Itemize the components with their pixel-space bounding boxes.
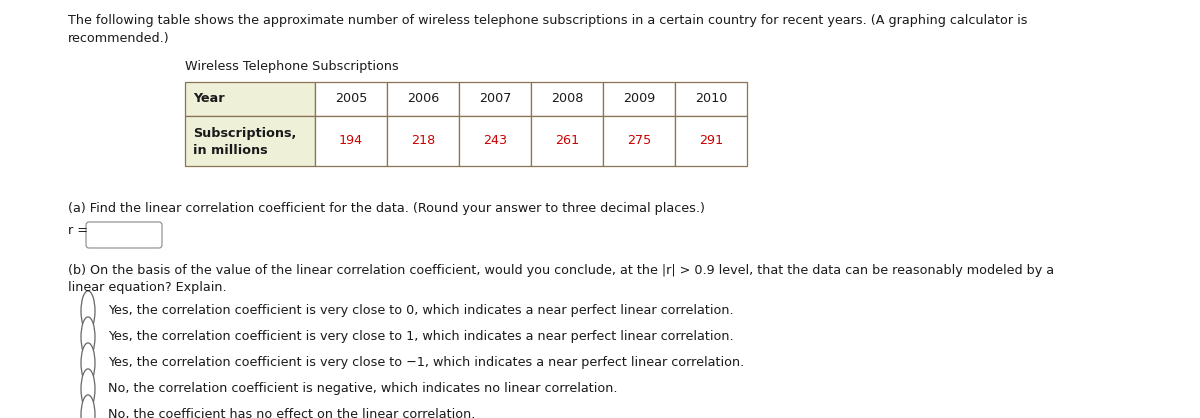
- Text: No, the correlation coefficient is negative, which indicates no linear correlati: No, the correlation coefficient is negat…: [108, 382, 618, 395]
- Text: 243: 243: [482, 135, 508, 148]
- Text: (b) On the basis of the value of the linear correlation coefficient, would you c: (b) On the basis of the value of the lin…: [68, 264, 1054, 277]
- Bar: [314, 116, 386, 166]
- Text: The following table shows the approximate number of wireless telephone subscript: The following table shows the approximat…: [68, 14, 1027, 27]
- Bar: [458, 82, 530, 116]
- Bar: [604, 82, 674, 116]
- Text: 2005: 2005: [335, 92, 367, 105]
- Text: r =: r =: [68, 224, 88, 237]
- Bar: [386, 82, 458, 116]
- Text: linear equation? Explain.: linear equation? Explain.: [68, 281, 227, 294]
- Bar: [185, 82, 314, 116]
- Bar: [604, 116, 674, 166]
- Text: Yes, the correlation coefficient is very close to 1, which indicates a near perf: Yes, the correlation coefficient is very…: [108, 330, 733, 343]
- Text: (a) Find the linear correlation coefficient for the data. (Round your answer to : (a) Find the linear correlation coeffici…: [68, 202, 704, 215]
- Text: 2009: 2009: [623, 92, 655, 105]
- Text: 2007: 2007: [479, 92, 511, 105]
- FancyBboxPatch shape: [86, 222, 162, 248]
- Text: Subscriptions,: Subscriptions,: [193, 127, 296, 140]
- Ellipse shape: [82, 317, 95, 357]
- Bar: [314, 82, 386, 116]
- Text: 2010: 2010: [695, 92, 727, 105]
- Text: Wireless Telephone Subscriptions: Wireless Telephone Subscriptions: [185, 60, 398, 73]
- Text: 194: 194: [338, 135, 364, 148]
- Text: in millions: in millions: [193, 143, 268, 156]
- Text: 2006: 2006: [407, 92, 439, 105]
- Bar: [185, 116, 314, 166]
- Text: Yes, the correlation coefficient is very close to −1, which indicates a near per: Yes, the correlation coefficient is very…: [108, 356, 744, 369]
- Text: Yes, the correlation coefficient is very close to 0, which indicates a near perf: Yes, the correlation coefficient is very…: [108, 304, 733, 317]
- Bar: [674, 82, 746, 116]
- Ellipse shape: [82, 395, 95, 418]
- Text: 2008: 2008: [551, 92, 583, 105]
- Bar: [386, 116, 458, 166]
- Bar: [674, 116, 746, 166]
- Text: No, the coefficient has no effect on the linear correlation.: No, the coefficient has no effect on the…: [108, 408, 475, 418]
- Ellipse shape: [82, 369, 95, 409]
- Text: recommended.): recommended.): [68, 32, 169, 45]
- Text: 275: 275: [626, 135, 652, 148]
- Bar: [530, 116, 604, 166]
- Text: 218: 218: [410, 135, 436, 148]
- Ellipse shape: [82, 343, 95, 383]
- Bar: [530, 82, 604, 116]
- Text: 261: 261: [554, 135, 580, 148]
- Text: 291: 291: [698, 135, 724, 148]
- Bar: [458, 116, 530, 166]
- Ellipse shape: [82, 291, 95, 331]
- Text: Year: Year: [193, 92, 224, 105]
